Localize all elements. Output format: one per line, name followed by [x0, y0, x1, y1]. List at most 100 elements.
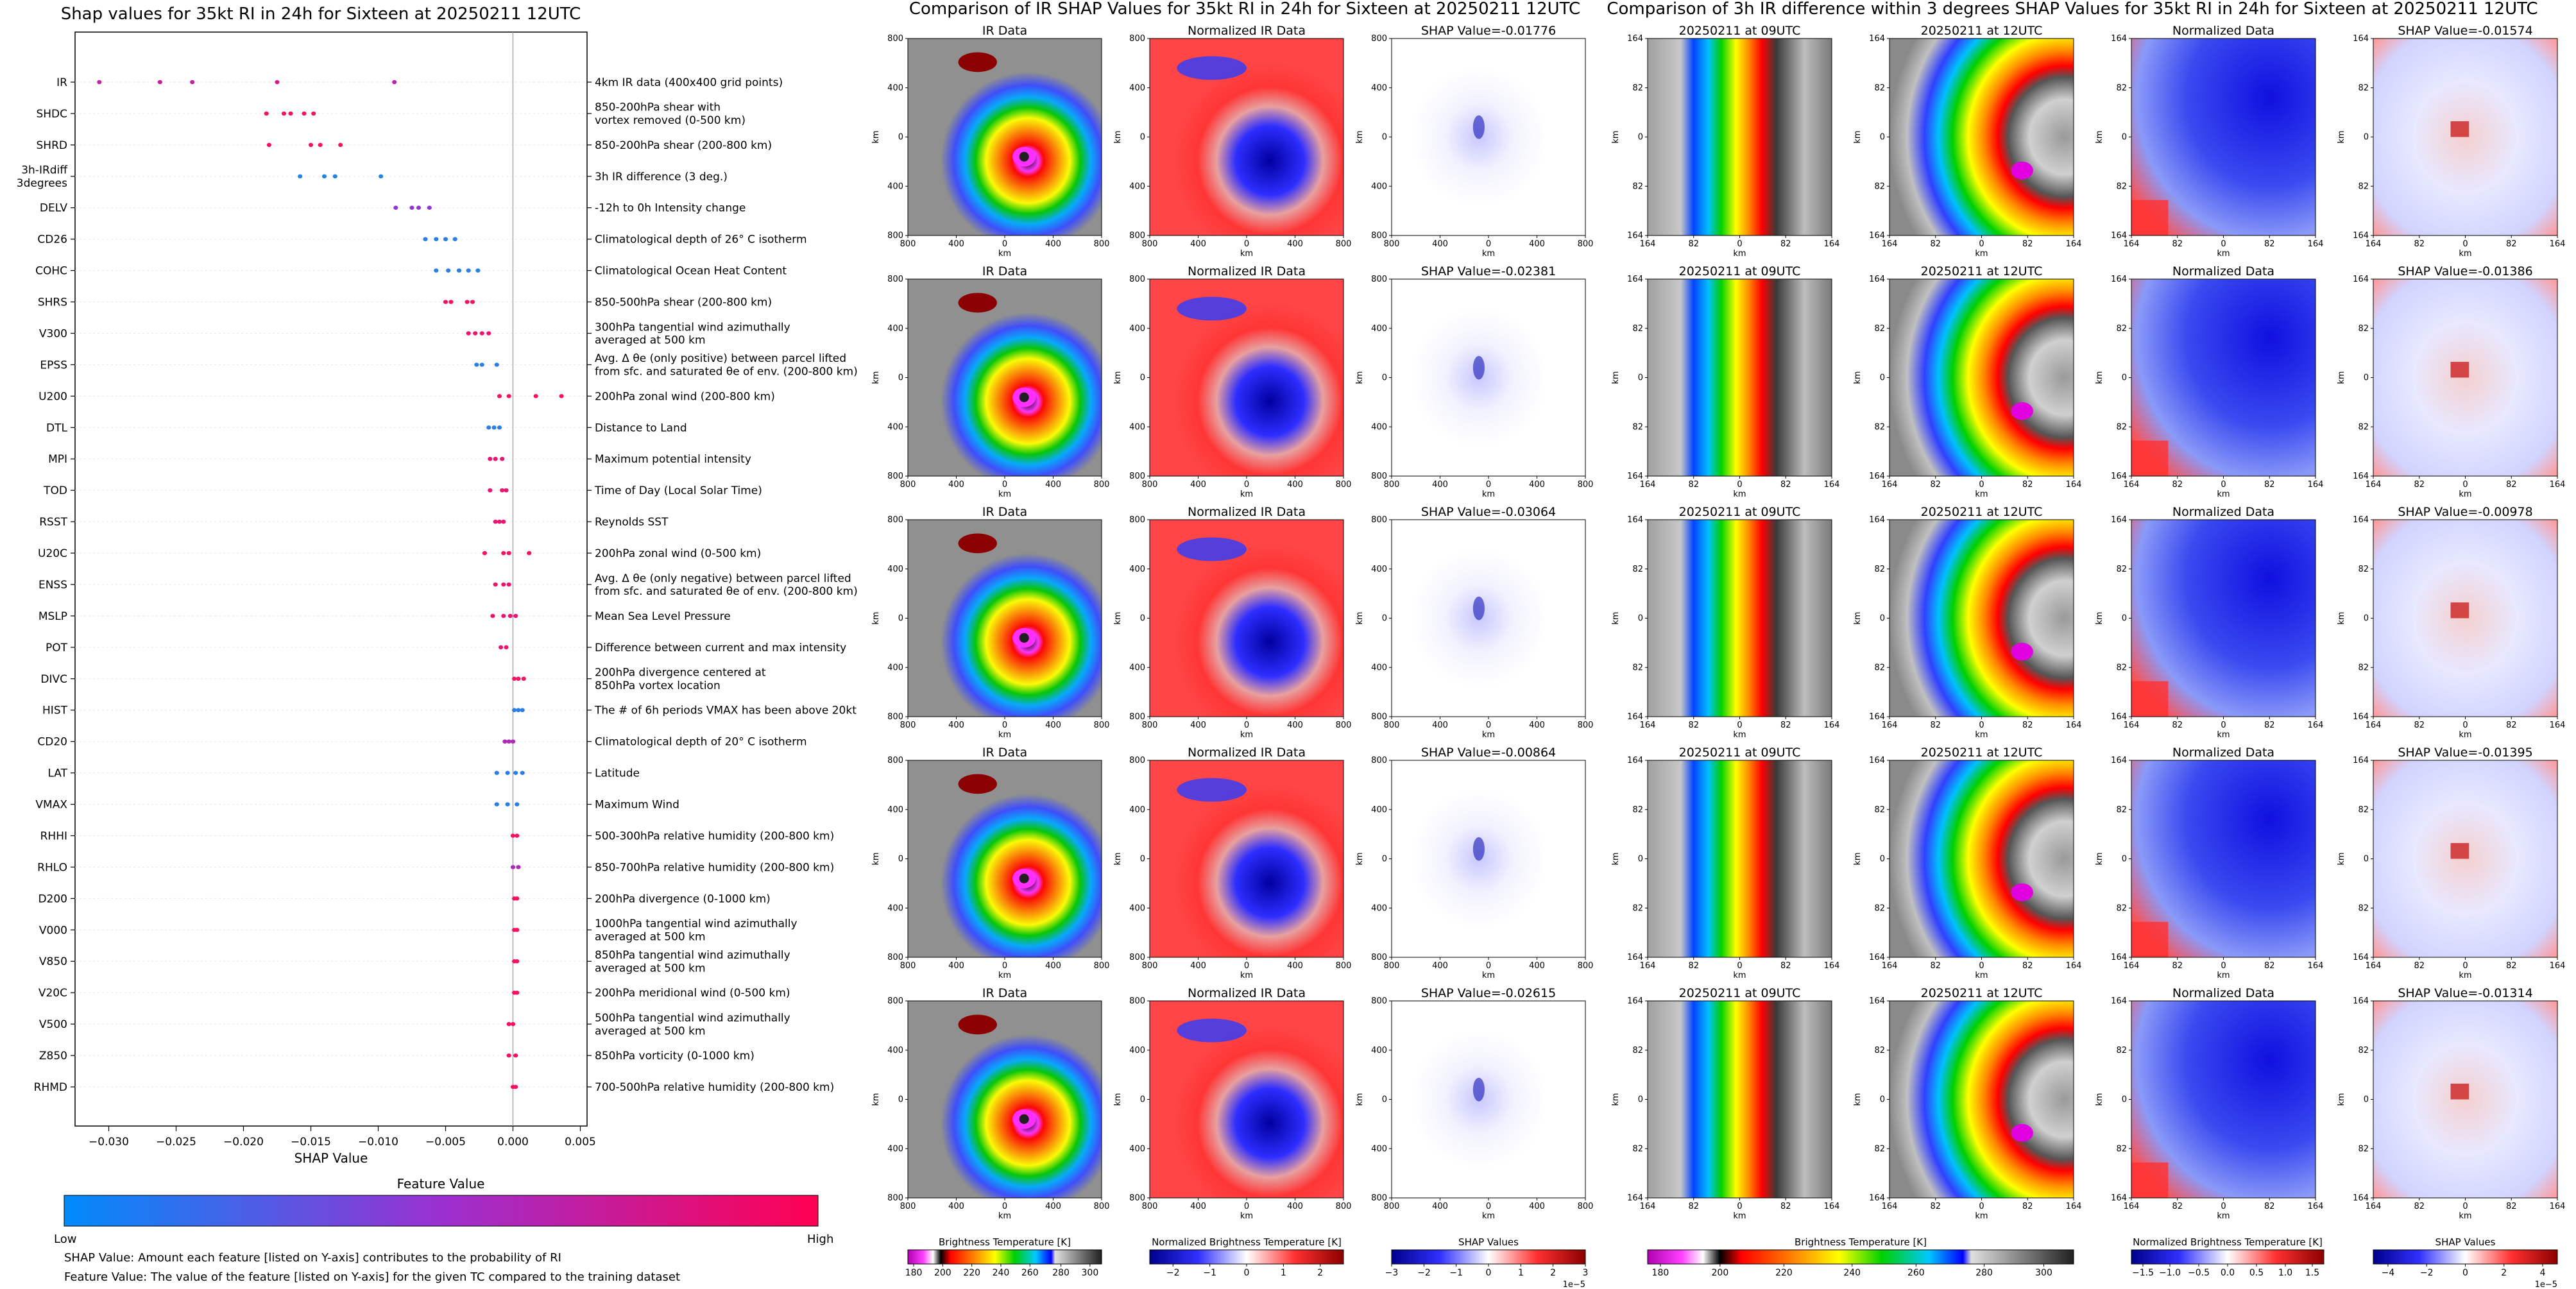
- y-tick-label: 0: [1638, 614, 1643, 624]
- y-tick-label: 400: [1371, 805, 1387, 815]
- subplot-title: 20250211 at 09UTC: [1679, 505, 1801, 519]
- y-tick-label: 164: [2353, 1193, 2369, 1203]
- y-tick-label: 82: [1632, 663, 1643, 672]
- y-tick-label: 400: [1371, 83, 1387, 93]
- y-tick-label: 0: [1382, 614, 1387, 624]
- y-tick-label: 800: [887, 34, 903, 44]
- x-tick-label: 0: [1002, 1202, 1007, 1211]
- x-tick-label: 164: [2366, 239, 2382, 249]
- y-tick-label: 82: [2116, 1046, 2127, 1055]
- y-axis-label: km: [1113, 852, 1123, 865]
- shap-point: [493, 582, 498, 587]
- colorbar-tick-label: −1.0: [2159, 1268, 2181, 1278]
- y-tick-label: 0: [1140, 1095, 1145, 1105]
- x-tick-label: 800: [900, 480, 916, 490]
- shap-point: [512, 676, 517, 681]
- x-tick-label: 800: [1578, 961, 1594, 971]
- x-tick-label: 164: [2124, 721, 2140, 730]
- storm-eye: [1019, 151, 1029, 162]
- y-tick-label: 164: [2111, 472, 2127, 481]
- y-tick-label: 164: [1627, 34, 1643, 44]
- x-tick-label: 0: [2462, 721, 2468, 730]
- x-tick-label: 0: [1486, 480, 1491, 490]
- map-subplot: 20250211 at 09UTC1641648282008282164164k…: [1611, 24, 1839, 259]
- y-tick-label: 800: [1129, 996, 1145, 1006]
- middle-title: Comparison of IR SHAP Values for 35kt RI…: [909, 0, 1580, 19]
- shap-point: [515, 896, 520, 901]
- y-tick-label: 400: [887, 1144, 903, 1154]
- y-tick-label: 0: [1382, 1095, 1387, 1105]
- y-tick-label: 164: [2353, 756, 2369, 765]
- shap-point: [510, 739, 516, 744]
- y-tick-label: 164: [1627, 712, 1643, 722]
- feature-description: 850hPa vorticity (0-1000 km): [595, 1050, 755, 1063]
- x-tick-label: 164: [2550, 239, 2566, 249]
- colorbar: Normalized Brightness Temperature [K] −1.…: [2131, 1236, 2324, 1278]
- feature-description: Avg. Δ θe (only negative) between parcel…: [595, 572, 858, 598]
- cold-pixel-cluster: [2011, 1123, 2033, 1142]
- colorbar-tick-label: 3: [1583, 1268, 1589, 1278]
- feature-description: 1000hPa tangential wind azimuthally avera…: [595, 918, 798, 943]
- colorbar-gradient: [1149, 1249, 1344, 1265]
- colorbar-exponent: 1e−5: [2535, 1280, 2557, 1289]
- shap-hotspot: [1472, 596, 1485, 620]
- y-axis-label: km: [1611, 852, 1621, 865]
- feature-label: IR: [56, 76, 67, 89]
- y-tick-label: 82: [2116, 663, 2127, 672]
- cold-pixel-cluster: [2011, 161, 2033, 180]
- shap-point: [416, 205, 422, 210]
- x-tick-label: 0: [1244, 480, 1249, 490]
- colorbar-gradient: [2373, 1249, 2558, 1265]
- x-tick-label: 164: [1824, 721, 1840, 730]
- feature-description: 850-200hPa shear (200-800 km): [595, 139, 772, 152]
- x-tick-label: 0: [2462, 239, 2468, 249]
- colorbar-tick-label: 0.5: [2249, 1268, 2264, 1278]
- y-tick-label: 800: [1129, 953, 1145, 962]
- feature-description: 200hPa zonal wind (0-500 km): [595, 547, 761, 560]
- shap-hotspot: [2450, 121, 2469, 137]
- shap-point: [505, 771, 510, 775]
- y-tick-label: 800: [1371, 712, 1387, 722]
- x-tick-label: 164: [2550, 721, 2566, 730]
- y-tick-label: 400: [1129, 182, 1145, 191]
- y-axis-label: km: [2095, 371, 2104, 384]
- x-tick-label: 0: [1737, 961, 1742, 971]
- warm-corner: [2131, 1162, 2169, 1198]
- x-tick-label: 164: [1824, 1202, 1840, 1211]
- feature-label: U200: [38, 390, 67, 403]
- shap-point: [506, 551, 511, 556]
- y-tick-label: 800: [1129, 756, 1145, 765]
- x-tick-label: 164: [1824, 961, 1840, 971]
- shap-point: [470, 300, 475, 304]
- feature-label: V300: [39, 327, 67, 340]
- colorbar-tick-label: 240: [1843, 1268, 1861, 1278]
- colorbar-tick-label: 280: [1052, 1268, 1070, 1278]
- y-tick-label: 800: [887, 996, 903, 1006]
- x-tick-label: 0: [1486, 1202, 1491, 1211]
- map-subplot: SHAP Value=-0.01574164164828200828216416…: [2337, 24, 2565, 259]
- colorbar-tick-label: −1: [1449, 1268, 1463, 1278]
- x-tick-label: 82: [2172, 1202, 2183, 1211]
- x-tick-label: 800: [1384, 239, 1400, 249]
- y-axis-label: km: [1355, 1093, 1365, 1105]
- y-tick-label: 82: [2116, 565, 2127, 574]
- subplot-title: IR Data: [982, 24, 1027, 38]
- x-axis-label: km: [1482, 249, 1495, 259]
- x-axis-label: km: [1733, 490, 1746, 499]
- y-tick-label: 82: [2358, 1046, 2369, 1055]
- feature-label: RHHI: [40, 830, 67, 842]
- y-axis-label: km: [1611, 611, 1621, 624]
- shap-point: [516, 676, 521, 681]
- y-axis-label: km: [1113, 130, 1123, 143]
- feature-description: 200hPa divergence centered at 850hPa vort…: [595, 667, 766, 692]
- x-tick-label: 800: [1336, 961, 1352, 971]
- x-tick-label: 82: [1688, 961, 1699, 971]
- shap-point: [475, 268, 481, 273]
- x-tick-label: 82: [2506, 480, 2517, 490]
- shap-point: [500, 457, 505, 461]
- shap-point: [379, 174, 384, 179]
- shap-map: [1392, 760, 1585, 957]
- map-subplot: Normalized Data1641648282008282164164kmk…: [2095, 505, 2323, 740]
- shap-plot-title: Shap values for 35kt RI in 24h for Sixte…: [61, 4, 581, 24]
- y-tick-label: 400: [887, 422, 903, 432]
